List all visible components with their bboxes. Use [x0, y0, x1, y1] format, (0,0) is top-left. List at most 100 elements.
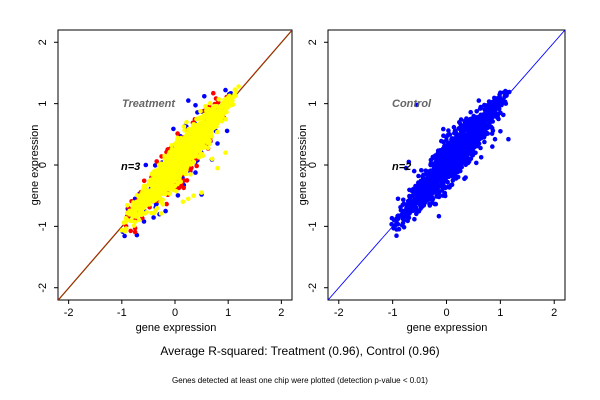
scatter-point — [231, 94, 236, 100]
scatter-point — [141, 203, 146, 208]
scatter-point — [136, 217, 142, 223]
scatter-point — [161, 165, 166, 170]
scatter-point — [198, 120, 204, 126]
scatter-point — [217, 114, 223, 120]
scatter-point — [207, 120, 213, 125]
scatter-point — [400, 216, 406, 222]
scatter-point — [401, 197, 406, 203]
scatter-point — [216, 97, 222, 102]
scatter-point — [476, 141, 481, 147]
control-count-label: n=2 — [392, 161, 411, 173]
scatter-point — [478, 145, 483, 151]
scatter-point — [177, 140, 182, 145]
control-y-axis-label: gene expression — [297, 125, 309, 206]
scatter-point — [458, 138, 464, 143]
scatter-point — [438, 164, 444, 169]
x-tick-label: 2 — [278, 307, 284, 319]
scatter-point — [194, 163, 199, 169]
scatter-point — [468, 109, 474, 115]
scatter-point — [461, 148, 466, 153]
scatter-point — [205, 138, 210, 143]
scatter-point — [477, 128, 483, 133]
scatter-point — [417, 180, 423, 185]
scatter-point — [158, 211, 164, 216]
scatter-point — [396, 226, 402, 232]
scatter-point — [184, 136, 190, 141]
scatter-point — [158, 168, 163, 173]
scatter-point — [172, 178, 178, 183]
scatter-point — [122, 229, 128, 234]
scatter-point — [456, 143, 462, 149]
control-axes: -2 -1 0 1 2 -2 -1 0 1 2 — [307, 39, 557, 319]
scatter-point — [163, 208, 168, 214]
scatter-point — [419, 204, 425, 210]
x-tick-label: 2 — [551, 307, 557, 319]
x-tick-label: -1 — [388, 307, 398, 319]
scatter-point — [141, 219, 147, 224]
scatter-point — [182, 148, 187, 154]
scatter-point — [164, 172, 170, 177]
scatter-point — [153, 202, 159, 207]
scatter-point — [177, 146, 182, 151]
scatter-point — [168, 162, 173, 168]
scatter-point — [155, 176, 160, 182]
scatter-point — [182, 128, 187, 133]
scatter-point — [412, 216, 417, 222]
scatter-point — [189, 146, 194, 152]
scatter-point — [487, 108, 493, 113]
y-tick-label: 2 — [37, 39, 49, 45]
scatter-point — [497, 92, 502, 98]
scatter-point — [436, 213, 442, 219]
scatter-point — [224, 128, 230, 134]
scatter-point — [170, 170, 176, 176]
scatter-point — [134, 193, 140, 198]
scatter-point — [215, 129, 220, 135]
scatter-point — [395, 196, 401, 202]
scatter-point — [178, 179, 183, 185]
scatter-point — [182, 166, 188, 172]
scatter-point — [199, 151, 205, 157]
scatter-point — [163, 158, 169, 164]
y-tick-label: 2 — [307, 39, 319, 45]
control-x-axis-label: gene expression — [407, 322, 488, 334]
scatter-point — [201, 113, 207, 118]
scatter-point — [200, 142, 205, 147]
scatter-point — [442, 167, 448, 173]
scatter-point — [482, 121, 487, 126]
scatter-point — [178, 183, 184, 189]
scatter-point — [169, 175, 175, 181]
scatter-point — [161, 177, 166, 182]
scatter-point — [430, 200, 435, 206]
treatment-points — [119, 84, 241, 239]
scatter-point — [412, 198, 418, 203]
x-tick-label: -2 — [64, 307, 74, 319]
scatter-point — [194, 150, 199, 155]
scatter-point — [441, 159, 447, 164]
scatter-point — [223, 87, 228, 93]
scatter-point — [173, 155, 179, 160]
x-tick-label: 0 — [443, 307, 449, 319]
scatter-point — [140, 187, 146, 192]
scatter-point — [424, 172, 430, 177]
scatter-point — [215, 141, 220, 146]
scatter-point — [167, 191, 173, 196]
scatter-point — [423, 168, 429, 173]
scatter-point — [155, 185, 161, 191]
scatter-point — [137, 206, 142, 211]
scatter-point — [147, 196, 153, 201]
figure-footnote: Genes detected at least one chip were pl… — [172, 376, 428, 385]
scatter-point — [181, 124, 187, 129]
y-tick-label: 0 — [307, 162, 319, 168]
scatter-point — [184, 131, 190, 137]
scatter-point — [395, 213, 400, 219]
control-panel-label: Control — [392, 98, 432, 110]
scatter-point — [456, 165, 461, 171]
scatter-point — [440, 184, 446, 190]
scatter-point — [469, 129, 475, 134]
scatter-point — [424, 198, 430, 203]
scatter-point — [194, 116, 199, 122]
scatter-point — [434, 186, 440, 192]
scatter-point — [449, 149, 454, 154]
control-series-0 — [389, 88, 512, 238]
scatter-point — [460, 153, 466, 159]
